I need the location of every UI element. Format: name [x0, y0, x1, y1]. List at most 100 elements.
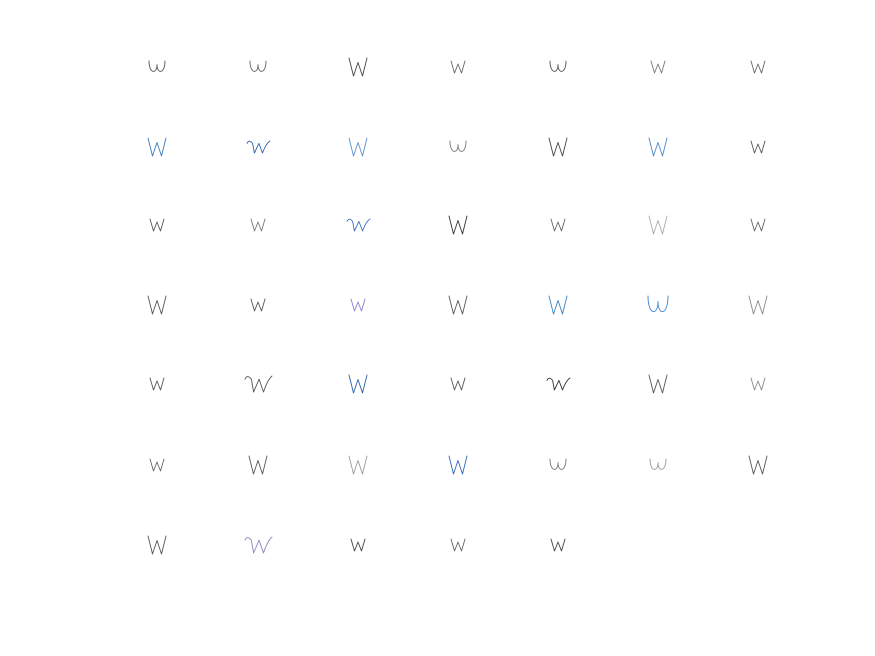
handwritten-w-glyph: [428, 359, 488, 409]
glyph-sample: [228, 359, 288, 409]
glyph-sample: [127, 122, 187, 172]
handwritten-w-glyph: [228, 122, 288, 172]
glyph-stroke: [751, 378, 765, 390]
glyph-sample: [428, 440, 488, 490]
glyph-sample: [528, 200, 588, 250]
glyph-sample: [228, 440, 288, 490]
handwritten-w-glyph: [127, 359, 187, 409]
handwritten-w-glyph: [228, 440, 288, 490]
glyph-sample: [628, 122, 688, 172]
glyph-sample: [428, 200, 488, 250]
handwritten-w-glyph: [528, 200, 588, 250]
glyph-sample: [728, 42, 788, 92]
glyph-stroke: [251, 219, 265, 231]
glyph-stroke: [245, 537, 272, 553]
handwritten-w-glyph: [628, 440, 688, 490]
glyph-sample: [528, 359, 588, 409]
glyph-sample: [628, 359, 688, 409]
handwritten-w-glyph: [728, 200, 788, 250]
handwritten-w-glyph: [728, 359, 788, 409]
handwritten-w-glyph: [428, 200, 488, 250]
glyph-stroke: [150, 219, 164, 231]
handwritten-w-glyph: [628, 359, 688, 409]
handwritten-w-glyph: [228, 280, 288, 330]
glyph-sample: [328, 359, 388, 409]
glyph-sample: [328, 280, 388, 330]
handwritten-w-glyph: [528, 359, 588, 409]
glyph-sample: [428, 359, 488, 409]
glyph-sample: [728, 280, 788, 330]
glyph-stroke: [451, 61, 465, 73]
handwritten-w-glyph: [528, 440, 588, 490]
glyph-stroke: [550, 61, 566, 71]
glyph-stroke: [551, 219, 565, 231]
glyph-sample: [528, 122, 588, 172]
glyph-sample: [228, 520, 288, 570]
handwritten-w-glyph: [328, 359, 388, 409]
handwritten-w-glyph: [728, 440, 788, 490]
handwritten-w-glyph: [127, 200, 187, 250]
handwritten-w-glyph: [428, 122, 488, 172]
glyph-sample: [328, 520, 388, 570]
glyph-stroke: [349, 58, 367, 76]
handwritten-w-glyph: [428, 280, 488, 330]
glyph-stroke: [249, 456, 267, 474]
handwritten-w-glyph: [428, 520, 488, 570]
glyph-stroke: [148, 296, 166, 314]
handwritten-w-glyph: [528, 122, 588, 172]
handwritten-w-glyph: [428, 440, 488, 490]
glyph-stroke: [245, 376, 272, 392]
handwritten-w-glyph: [228, 200, 288, 250]
handwritten-w-glyph: [127, 280, 187, 330]
glyph-stroke: [749, 296, 767, 314]
glyph-sample: [628, 440, 688, 490]
handwritten-w-glyph: [628, 122, 688, 172]
glyph-stroke: [349, 138, 367, 156]
handwritten-w-glyph: [328, 200, 388, 250]
glyph-stroke: [148, 536, 166, 554]
glyph-stroke: [351, 539, 365, 551]
glyph-sample: [127, 440, 187, 490]
glyph-stroke: [550, 459, 566, 469]
glyph-stroke: [649, 138, 667, 156]
glyph-sample: [628, 42, 688, 92]
glyph-stroke: [547, 378, 570, 390]
glyph-sample: [228, 280, 288, 330]
glyph-sample: [428, 42, 488, 92]
glyph-sample: [628, 280, 688, 330]
glyph-stroke: [651, 61, 665, 73]
glyph-sample: [728, 200, 788, 250]
handwritten-w-glyph: [328, 440, 388, 490]
handwritten-w-glyph: [127, 520, 187, 570]
glyph-stroke: [551, 539, 565, 551]
glyph-sample: [728, 122, 788, 172]
glyph-stroke: [751, 141, 765, 153]
glyph-sample: [428, 520, 488, 570]
glyph-stroke: [247, 141, 270, 153]
handwritten-w-glyph: [528, 520, 588, 570]
glyph-sample: [127, 42, 187, 92]
glyph-stroke: [649, 375, 667, 393]
glyph-stroke: [351, 299, 365, 311]
glyph-stroke: [349, 375, 367, 393]
handwritten-w-glyph: [728, 122, 788, 172]
glyph-sample: [228, 122, 288, 172]
glyph-sample: [428, 280, 488, 330]
handwritten-w-glyph: [628, 42, 688, 92]
handwritten-w-glyph: [528, 280, 588, 330]
glyph-sample: [528, 280, 588, 330]
glyph-sample: [728, 359, 788, 409]
glyph-sample: [728, 440, 788, 490]
handwritten-w-glyph: [528, 42, 588, 92]
glyph-sample: [127, 359, 187, 409]
handwritten-w-glyph: [328, 122, 388, 172]
glyph-stroke: [451, 539, 465, 551]
glyph-stroke: [347, 219, 370, 231]
glyph-sample: [528, 520, 588, 570]
glyph-sample: [328, 440, 388, 490]
glyph-stroke: [549, 138, 567, 156]
glyph-sample: [328, 42, 388, 92]
glyph-stroke: [751, 61, 765, 73]
handwritten-w-glyph: [728, 42, 788, 92]
